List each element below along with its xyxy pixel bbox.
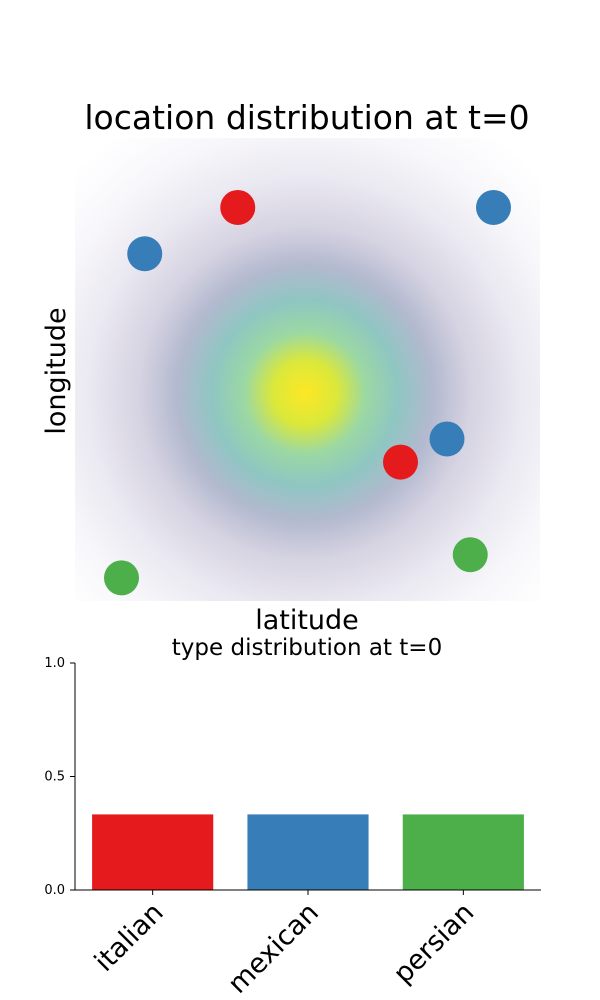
y-axis-label: longitude	[41, 307, 72, 434]
bar-mexican	[247, 814, 369, 890]
x-tick-label-italian: italian	[89, 897, 170, 978]
x-axis-label: latitude	[255, 605, 359, 636]
y-tick-label-0: 0.0	[44, 883, 65, 898]
y-ticks: 0.0 0.5 1.0	[44, 656, 75, 898]
scatter-point-italian-1	[220, 189, 256, 225]
location-chart-title: location distribution at t=0	[84, 98, 529, 137]
density-heatmap	[75, 138, 540, 601]
scatter-point-mexican-3	[476, 189, 511, 225]
scatter-points	[104, 189, 511, 596]
scatter-point-persian-1	[104, 560, 139, 596]
x-ticks: italian mexican persian	[89, 890, 480, 1000]
type-chart: type distribution at t=0 0.0 0.5 1.0 itali…	[44, 635, 541, 1000]
y-tick-label-2: 1.0	[44, 656, 65, 671]
type-chart-title: type distribution at t=0	[172, 635, 442, 661]
x-tick-label-mexican: mexican	[222, 897, 325, 1000]
location-chart: location distribution at t=0 latitude lo…	[41, 98, 540, 636]
bar-italian	[92, 814, 214, 890]
scatter-point-mexican-1	[127, 236, 163, 272]
x-tick-label-persian: persian	[388, 897, 481, 990]
scatter-point-mexican-2	[429, 421, 465, 457]
scatter-point-persian-2	[452, 537, 488, 573]
y-tick-label-1: 0.5	[44, 770, 65, 785]
bar-group	[92, 814, 524, 890]
bar-persian	[402, 814, 524, 890]
scatter-point-italian-2	[383, 444, 418, 480]
